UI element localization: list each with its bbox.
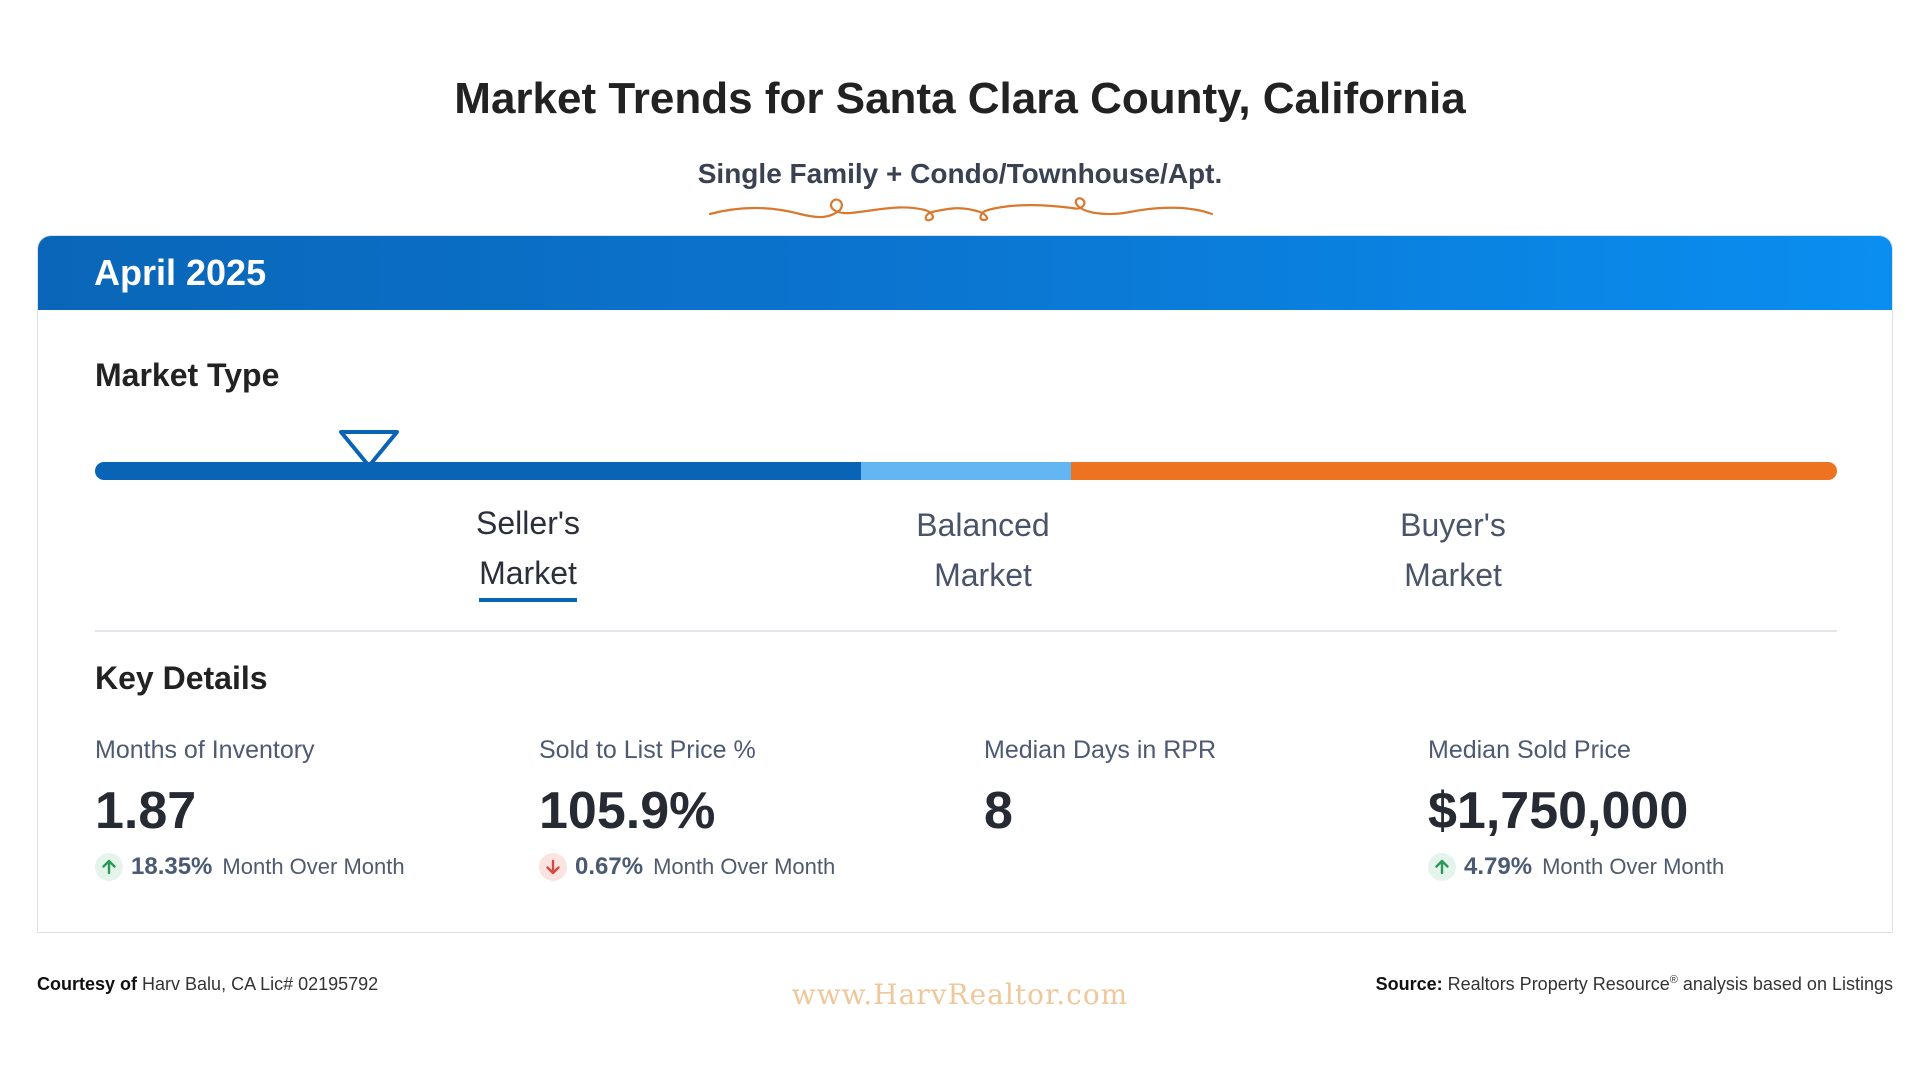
courtesy-line: Courtesy of Harv Balu, CA Lic# 02195792 <box>37 974 378 995</box>
metric-value: $1,750,000 <box>1428 782 1689 840</box>
metric-label: Months of Inventory <box>95 736 315 764</box>
source-line: Source: Realtors Property Resource® anal… <box>1376 974 1893 995</box>
registered-mark: ® <box>1669 974 1678 986</box>
market-type-meter <box>95 462 1837 480</box>
card-header: April 2025 <box>38 236 1892 310</box>
metric-value: 105.9% <box>539 782 716 840</box>
market-pointer-icon <box>339 430 399 468</box>
metric-change-percent: 0.67% <box>575 853 644 880</box>
balanced-label-line1: Balanced <box>916 507 1050 543</box>
metric-change-percent: 18.35% <box>131 853 213 880</box>
buyer-label-line2: Market <box>1404 557 1502 593</box>
flourish-ornament <box>708 197 1214 222</box>
metric-median-sold-price: Median Sold Price $1,750,000 4.79% Month… <box>1428 736 1868 883</box>
metric-months-of-inventory: Months of Inventory 1.87 18.35% Month Ov… <box>95 736 535 883</box>
metric-change-period: Month Over Month <box>1542 854 1725 879</box>
source-label: Source: <box>1375 974 1443 994</box>
metric-value: 8 <box>984 782 1013 840</box>
metric-change: 4.79% Month Over Month <box>1428 851 1868 883</box>
arrow-up-icon <box>95 853 123 881</box>
balanced-label-line2: Market <box>934 557 1032 593</box>
market-label-balanced: Balanced Market <box>883 500 1083 600</box>
courtesy-text: Harv Balu, CA Lic# 02195792 <box>142 974 379 994</box>
seller-label-line2: Market <box>479 548 577 602</box>
courtesy-label: Courtesy of <box>37 974 138 994</box>
market-card: April 2025 Market Type Seller's Market B… <box>37 235 1893 933</box>
arrow-down-icon <box>539 853 567 881</box>
metric-change-percent: 4.79% <box>1464 853 1533 880</box>
page-title: Market Trends for Santa Clara County, Ca… <box>454 74 1466 123</box>
meter-segment-buyer <box>1071 462 1837 480</box>
metric-median-days: Median Days in RPR 8 <box>984 736 1424 841</box>
section-divider <box>95 630 1837 632</box>
metric-sold-to-list: Sold to List Price % 105.9% 0.67% Month … <box>539 736 979 883</box>
market-label-buyer: Buyer's Market <box>1353 500 1553 600</box>
period-label: April 2025 <box>94 252 267 293</box>
source-text-pre: Realtors Property Resource <box>1447 974 1670 994</box>
meter-segment-seller <box>95 462 861 480</box>
metric-label: Sold to List Price % <box>539 736 756 764</box>
metric-label: Median Days in RPR <box>984 736 1217 764</box>
metric-label: Median Sold Price <box>1428 736 1631 764</box>
metric-change-period: Month Over Month <box>222 854 405 879</box>
metric-value: 1.87 <box>95 782 197 840</box>
page-subtitle: Single Family + Condo/Townhouse/Apt. <box>697 158 1223 189</box>
key-details-heading: Key Details <box>95 660 268 696</box>
market-label-seller: Seller's Market <box>428 498 628 602</box>
metric-change: 18.35% Month Over Month <box>95 851 535 883</box>
arrow-up-icon <box>1428 853 1456 881</box>
website-link[interactable]: www.HarvRealtor.com <box>791 978 1129 1011</box>
market-type-heading: Market Type <box>95 357 280 393</box>
source-text-post: analysis based on Listings <box>1677 974 1893 994</box>
metric-change: 0.67% Month Over Month <box>539 851 979 883</box>
meter-segment-balanced <box>861 462 1071 480</box>
buyer-label-line1: Buyer's <box>1400 507 1506 543</box>
seller-label-line1: Seller's <box>476 505 580 541</box>
metric-change-period: Month Over Month <box>653 854 836 879</box>
